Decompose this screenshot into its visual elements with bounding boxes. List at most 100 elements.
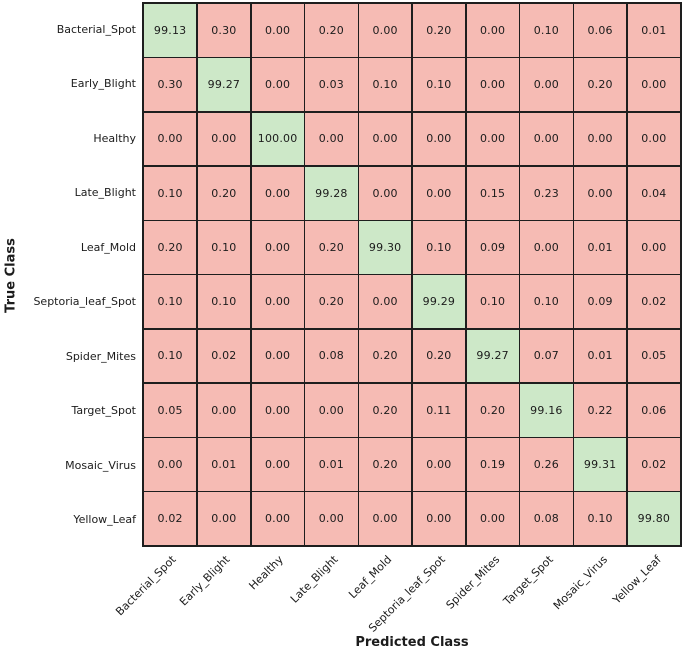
matrix-cell: 0.00 [251, 275, 304, 328]
matrix-cell: 0.20 [305, 4, 358, 57]
matrix-cell: 99.31 [574, 438, 627, 491]
matrix-cell: 0.00 [412, 112, 465, 166]
matrix-cell: 0.00 [251, 383, 304, 437]
x-tick-label: Spider_Mites [443, 553, 503, 612]
matrix-cell: 0.00 [412, 438, 465, 491]
matrix-cell: 0.10 [144, 166, 197, 220]
matrix-cell: 0.02 [627, 275, 680, 328]
matrix-cell: 0.30 [144, 58, 197, 111]
matrix-cell: 0.00 [305, 492, 358, 545]
y-tick-label: Target_Spot [71, 404, 136, 418]
matrix-cell: 0.15 [466, 166, 519, 220]
y-tick-label: Leaf_Mold [80, 240, 136, 254]
x-tick-label: Healthy [246, 553, 287, 593]
matrix-cell: 0.00 [627, 58, 680, 111]
matrix-cell: 0.20 [412, 329, 465, 383]
matrix-cell: 0.10 [574, 492, 627, 545]
matrix-cell: 0.00 [251, 438, 304, 491]
matrix-cell: 0.10 [466, 275, 519, 328]
matrix-cell: 0.00 [466, 58, 519, 111]
matrix-cell: 0.20 [412, 4, 465, 57]
matrix-cell: 0.00 [251, 329, 304, 383]
matrix-cell: 0.01 [197, 438, 250, 491]
matrix-cell: 0.00 [359, 492, 412, 545]
y-tick-label: Spider_Mites [65, 349, 136, 363]
matrix-cell: 0.01 [574, 329, 627, 383]
x-tick-label: Bacterial_Spot [112, 553, 179, 619]
matrix-cell: 0.08 [520, 492, 573, 545]
y-tick-label: Late_Blight [74, 186, 136, 200]
confusion-matrix-grid: 99.13 0.30 0.00 0.20 0.00 0.20 0.00 0.10 0.06 0.0… [142, 2, 682, 547]
matrix-cell: 0.00 [466, 112, 519, 166]
matrix-cell: 0.00 [359, 275, 412, 328]
matrix-cell: 0.20 [197, 166, 250, 220]
matrix-cell: 99.27 [466, 329, 519, 383]
matrix-cell: 0.04 [627, 166, 680, 220]
matrix-cell: 0.00 [466, 4, 519, 57]
y-tick-labels: Bacterial_Spot Early_Blight Healthy Late_Bl… [0, 2, 136, 547]
matrix-cell: 0.10 [412, 58, 465, 111]
matrix-cell: 0.20 [359, 383, 412, 437]
matrix-cell: 99.13 [144, 4, 197, 57]
x-tick-label: Leaf_Mold [346, 553, 395, 602]
matrix-cell: 0.00 [251, 58, 304, 111]
x-tick-label: Target_Spot [501, 553, 557, 608]
matrix-cell: 0.01 [574, 221, 627, 274]
matrix-cell: 0.30 [197, 4, 250, 57]
matrix-cell: 0.00 [520, 112, 573, 166]
matrix-cell: 0.10 [197, 221, 250, 274]
matrix-cell: 99.80 [627, 492, 680, 545]
matrix-cell: 0.00 [627, 112, 680, 166]
matrix-cell: 0.00 [197, 112, 250, 166]
matrix-cell: 0.00 [466, 492, 519, 545]
matrix-cell: 0.00 [197, 492, 250, 545]
matrix-cell: 0.05 [627, 329, 680, 383]
x-tick-label: Mosaic_Virus [550, 553, 611, 613]
matrix-cell: 0.20 [574, 58, 627, 111]
matrix-cell: 0.02 [197, 329, 250, 383]
matrix-cell: 0.20 [305, 221, 358, 274]
x-tick-label: Early_Blight [176, 553, 233, 609]
y-tick-label: Healthy [93, 131, 136, 145]
matrix-cell: 99.30 [359, 221, 412, 274]
matrix-cell: 0.00 [412, 492, 465, 545]
matrix-cell: 0.07 [520, 329, 573, 383]
matrix-cell: 0.08 [305, 329, 358, 383]
y-tick-label: Septoria_leaf_Spot [33, 295, 136, 309]
matrix-cell: 0.02 [627, 438, 680, 491]
matrix-cell: 0.00 [412, 166, 465, 220]
matrix-cell: 0.09 [466, 221, 519, 274]
y-tick-label: Yellow_Leaf [73, 513, 136, 527]
matrix-cell: 99.16 [520, 383, 573, 437]
matrix-cell: 0.10 [144, 275, 197, 328]
matrix-cell: 0.20 [305, 275, 358, 328]
y-tick-label: Early_Blight [70, 77, 136, 91]
matrix-cell: 0.00 [520, 221, 573, 274]
y-tick-label: Bacterial_Spot [56, 22, 136, 36]
x-tick-label: Yellow_Leaf [610, 553, 665, 607]
y-tick-label: Mosaic_Virus [65, 458, 136, 472]
matrix-cell: 0.10 [197, 275, 250, 328]
matrix-cell: 99.28 [305, 166, 358, 220]
matrix-cell: 0.11 [412, 383, 465, 437]
matrix-cell: 0.06 [574, 4, 627, 57]
matrix-cell: 0.00 [197, 383, 250, 437]
matrix-cell: 0.01 [305, 438, 358, 491]
matrix-cell: 0.00 [305, 112, 358, 166]
matrix-cell: 0.00 [251, 4, 304, 57]
x-tick-label: Late_Blight [287, 553, 341, 606]
matrix-cell: 0.10 [412, 221, 465, 274]
matrix-cell: 0.20 [466, 383, 519, 437]
matrix-cell: 99.29 [412, 275, 465, 328]
matrix-cell: 0.20 [359, 438, 412, 491]
matrix-cell: 0.00 [574, 166, 627, 220]
matrix-cell: 0.09 [574, 275, 627, 328]
matrix-cell: 0.00 [359, 166, 412, 220]
matrix-cell: 0.06 [627, 383, 680, 437]
matrix-cell: 0.03 [305, 58, 358, 111]
matrix-cell: 0.00 [359, 4, 412, 57]
matrix-cell: 99.27 [197, 58, 250, 111]
matrix-cell: 0.05 [144, 383, 197, 437]
matrix-cell: 0.10 [144, 329, 197, 383]
